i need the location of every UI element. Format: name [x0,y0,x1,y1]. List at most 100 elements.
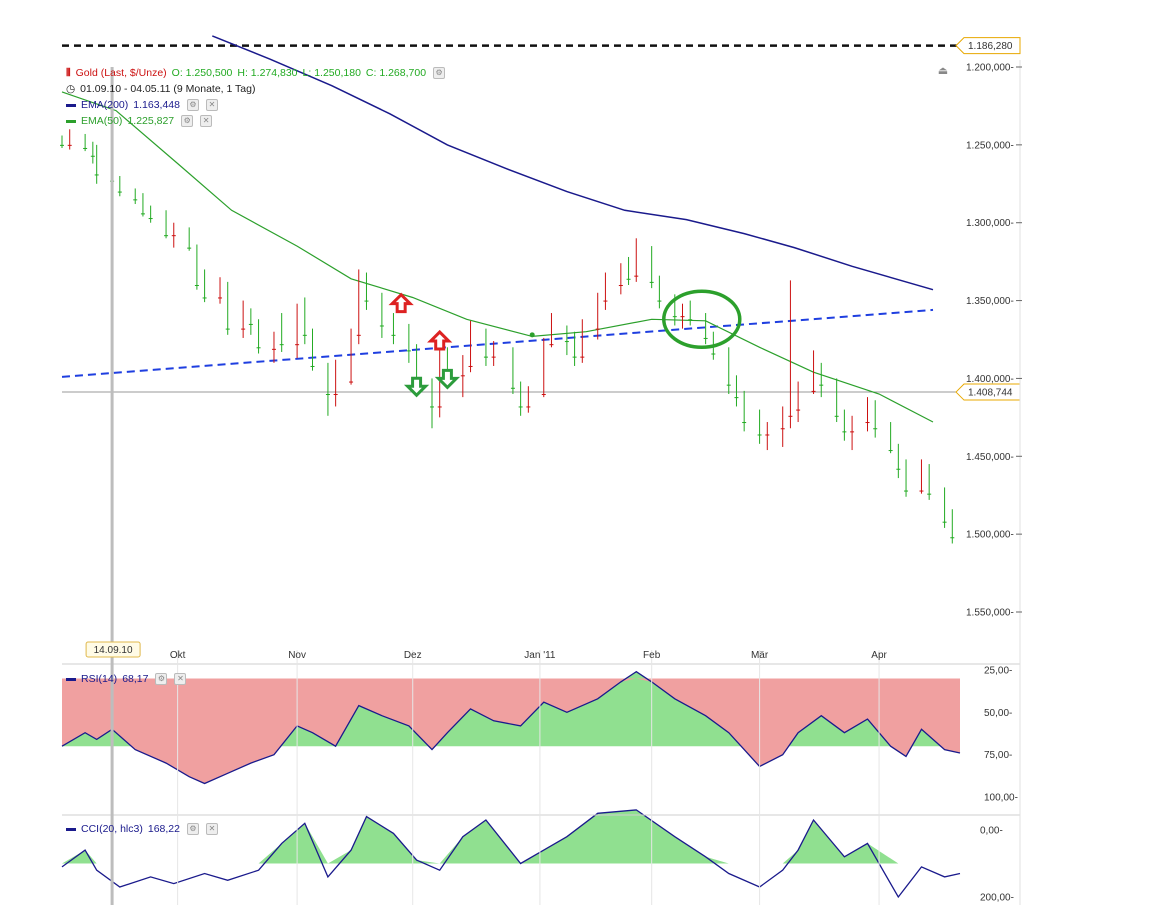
cci-close-icon[interactable]: ✕ [205,823,218,836]
candle-body [271,348,276,350]
y-tick-label: 1.550,000- [966,608,1014,619]
price-tag-box [955,37,1021,55]
cci-overbought-zone [62,809,960,864]
period-label: 01.09.10 - 04.05.11 (9 Monate, 1 Tag) [80,83,256,95]
price-panel: 1.408,744 1.186,280 [60,35,1021,544]
x-tick-label: Apr [871,650,887,661]
candle-body [225,328,230,330]
up-arrow-icon [388,292,414,314]
candle-body [734,397,739,399]
candle-body [618,285,623,286]
rsi-tick-label: 50,00- [984,708,1012,719]
settings-gear-icon[interactable]: ⚙ [433,67,446,80]
candle-body [942,521,947,523]
ema50-settings-icon[interactable]: ⚙ [181,115,194,128]
rsi-close-icon[interactable]: ✕ [174,673,187,686]
candle-body [202,297,207,299]
candle-body [819,384,824,386]
price-tag-label: 1.186,280 [968,41,1013,52]
candle-body [796,409,801,411]
candle-body [248,323,253,325]
candle-body [580,356,585,358]
ema50-line [61,91,934,423]
candle-body [391,334,396,336]
ema200-label: EMA(200) [81,99,129,111]
candle-body [896,468,901,470]
candle-body [518,406,523,408]
rsi-oversold-zone [62,678,960,784]
ema200-settings-icon[interactable]: ⚙ [186,99,199,112]
candle-body [310,365,315,367]
candle-body [194,285,199,286]
candle-body [904,490,909,492]
ohlc-open: O: 1.250,500 [171,67,233,79]
candle-body [67,144,72,146]
rsi-overbought-zone [62,671,960,747]
candle-body [325,394,330,395]
rsi-label: RSI(14) [81,673,118,685]
cursor-date-box [85,641,141,658]
rsi-value: 68,17 [122,673,149,685]
candle-body [364,300,369,302]
y-tick-label: 1.250,000- [966,140,1014,151]
annotations [388,289,742,398]
candle-body [256,347,261,349]
candle-body [140,213,145,215]
cci-settings-icon[interactable]: ⚙ [186,823,199,836]
y-tick-label: 1.300,000- [966,218,1014,229]
down-arrow-icon [434,368,461,390]
bars-icon: ⦀ [66,67,71,79]
y-tick-label: 1.200,000- [966,63,1014,74]
x-tick-label: Jan '11 [524,650,556,661]
candle-body [780,428,785,430]
rsi-settings-icon[interactable]: ⚙ [155,673,168,686]
candle-body [437,406,442,408]
candle-body [460,375,465,377]
candle-body [541,394,546,395]
cci-line [61,809,961,899]
ema200-close-icon[interactable]: ✕ [205,99,218,112]
collapse-panel-icon[interactable]: ⏏ [937,65,949,77]
candle-body [788,415,793,417]
candle-body [711,353,716,355]
candle-body [549,344,554,346]
candle-body [83,147,88,149]
ohlc-close: C: 1.268,700 [365,67,427,79]
candle-body [279,344,284,346]
candle-body [811,390,816,392]
candle-body [295,344,300,346]
candle-body [688,319,693,321]
candle-body [680,316,685,318]
candle-body [429,406,434,408]
rsi-tick-label: 100,00- [984,793,1018,804]
legend-rsi-row: RSI(14) 68,17 ⚙ ✕ [66,673,191,686]
rsi-swatch [66,677,76,681]
trendline [61,308,934,378]
candle-body [302,334,307,336]
cci-panel [61,809,961,899]
candle-body [649,281,654,283]
ema200-value: 1.163,448 [133,99,180,111]
candle-body [603,300,608,302]
candle-body [491,356,496,358]
candle-body [510,387,515,389]
candle-body [468,365,473,367]
candle-body [90,155,95,157]
rsi-line [61,670,961,785]
cursor-date-label: 14.09.10 [94,645,133,656]
candle-body [765,434,770,436]
candle-body [333,394,338,395]
candle-body [634,275,639,277]
candle-body [657,300,662,302]
x-tick-label: Dez [404,650,422,661]
candle-body [60,144,64,146]
candle-body [94,174,99,176]
ema50-close-icon[interactable]: ✕ [200,115,213,128]
ema50-swatch [66,119,76,123]
candle-body [483,356,488,358]
candle-body [241,328,246,330]
rsi-tick-label: 25,00- [984,666,1012,677]
axes: Okt Nov Dez Jan '11 Feb Mär Apr 1.200,000- 1.250… [62,60,1022,905]
legend-ema50-row: EMA(50) 1.225,827 ⚙ ✕ [66,115,217,128]
